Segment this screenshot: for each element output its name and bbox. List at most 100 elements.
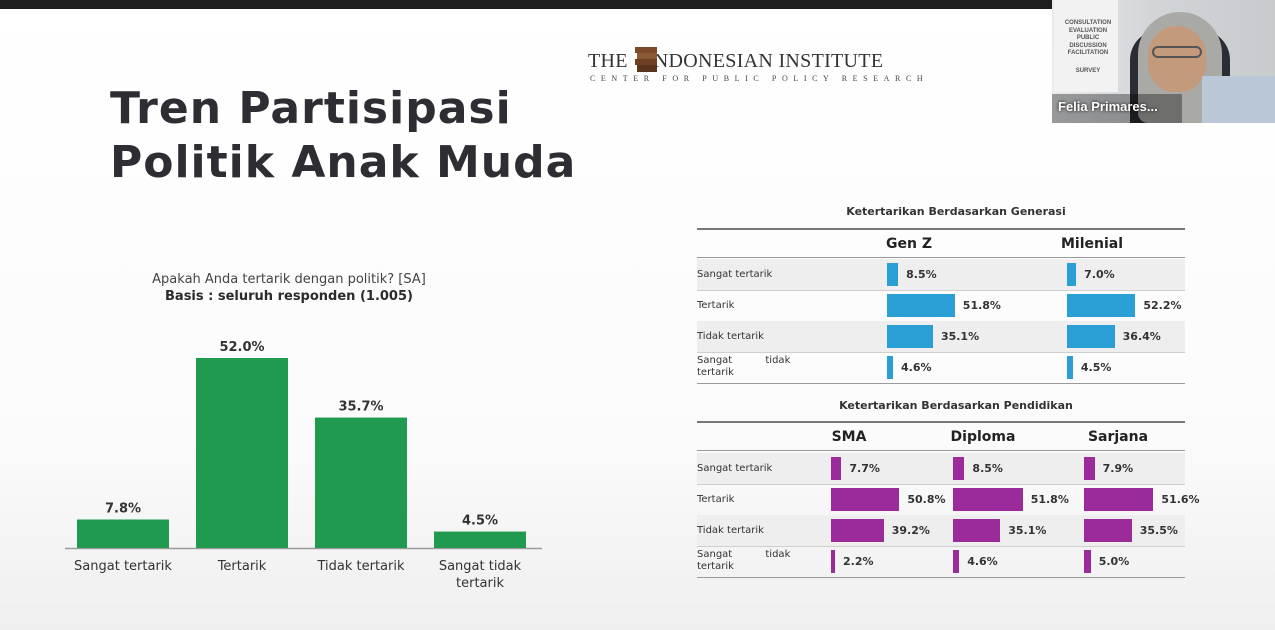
banner-text: CONSULTATION EVALUATION PUBLIC DISCUSSIO… <box>1064 20 1112 74</box>
cell-value-2-1: 36.4% <box>1122 330 1161 343</box>
column-header-1: Milenial <box>1060 236 1124 252</box>
column-header-0: SMA <box>831 429 867 445</box>
data-label-0: 7.8% <box>105 502 141 517</box>
category-label-3-line-1: tertarik <box>456 576 504 591</box>
row-shade-0 <box>697 453 1185 484</box>
cell-bar-0-1 <box>953 457 965 480</box>
data-label-2: 35.7% <box>338 400 383 415</box>
cell-bar-3-0 <box>887 356 894 379</box>
cell-value-2-1: 35.1% <box>1008 524 1047 537</box>
data-label-1: 52.0% <box>219 340 264 355</box>
cell-bar-0-0 <box>887 263 899 286</box>
cell-value-3-0: 4.6% <box>901 361 932 374</box>
logo-wordmark: THE NDONESIAN INSTITUTE <box>588 50 883 73</box>
cell-bar-1-2 <box>1084 488 1154 511</box>
chart-basis: Basis : seluruh responden (1.005) <box>165 289 413 304</box>
name-label-background <box>1052 94 1182 123</box>
cell-bar-0-2 <box>1084 457 1095 480</box>
top-bar <box>0 0 1275 9</box>
bar-chart: 7.8% Sangat tertarik 52.0% Tertarik 35.7% Tid… <box>65 340 542 591</box>
cell-value-2-0: 39.2% <box>891 524 930 537</box>
row-label-0: Sangat tertarik <box>697 463 773 474</box>
cell-value-3-0: 2.2% <box>843 555 874 568</box>
row-label-2: Tidak tertarik <box>697 331 764 342</box>
header-rule <box>697 450 1185 451</box>
row-label-3: Sangat tidak tertarik <box>697 355 797 379</box>
row-label-3-line-0: Sangat tidak <box>697 549 791 560</box>
cell-bar-3-1 <box>953 550 960 573</box>
table-top-rule <box>697 228 1185 230</box>
slide-title: Tren Partisipasi Politik Anak Muda <box>110 82 576 190</box>
category-label-2: Tidak tertarik <box>316 559 404 574</box>
cell-value-1-1: 52.2% <box>1143 299 1182 312</box>
logo-subtitle: CENTER FOR PUBLIC POLICY RESEARCH <box>590 74 929 83</box>
cell-bar-0-1 <box>1067 263 1077 286</box>
row-label-1: Tertarik <box>697 300 735 311</box>
background-banner: CONSULTATION EVALUATION PUBLIC DISCUSSIO… <box>1054 0 1118 92</box>
row-label-0: Sangat tertarik <box>697 269 773 280</box>
row-shade-0 <box>697 259 1185 290</box>
header-rule <box>697 257 1185 258</box>
cell-bar-2-1 <box>953 519 1001 542</box>
institute-logo: THE NDONESIAN INSTITUTE CENTER FOR PUBLIC… <box>588 44 923 86</box>
table-bottom-rule <box>697 383 1185 384</box>
cell-value-0-1: 8.5% <box>972 462 1003 475</box>
row-label-3-line-1: tertarik <box>697 561 734 572</box>
chart-question: Apakah Anda tertarik dengan politik? [SA… <box>152 272 426 287</box>
cell-bar-2-0 <box>887 325 933 348</box>
column-header-1: Diploma <box>950 429 1016 445</box>
row-label-1: Tertarik <box>697 494 735 505</box>
cell-bar-1-0 <box>887 294 955 317</box>
glasses <box>1152 46 1202 58</box>
cell-bar-3-2 <box>1084 550 1091 573</box>
participant-face <box>1148 26 1206 92</box>
cell-value-3-2: 5.0% <box>1098 555 1130 568</box>
cell-value-2-0: 35.1% <box>940 330 980 343</box>
education-table-title: Ketertarikan Berdasarkan Pendidikan <box>839 399 1073 412</box>
cell-value-2-2: 35.5% <box>1139 524 1178 537</box>
column-header-2: Sarjana <box>1087 429 1149 445</box>
table-bottom-rule <box>697 577 1185 578</box>
cell-bar-2-0 <box>831 519 884 542</box>
cell-value-1-0: 51.8% <box>962 299 1001 312</box>
category-label-0: Sangat tertarik <box>74 559 172 574</box>
row-rule-2 <box>697 352 1185 353</box>
data-label-3: 4.5% <box>462 514 498 529</box>
category-label-3-line-0: Sangat tidak <box>439 559 522 574</box>
row-rule-0 <box>697 290 1185 291</box>
slide-title-line-1: Tren Partisipasi <box>110 83 512 134</box>
cell-bar-1-1 <box>1067 294 1136 317</box>
generation-table: Gen Z Milenial Sangat tertarik 8.5% 7.0% Tert… <box>697 228 1185 388</box>
bar-2 <box>315 417 407 548</box>
cell-value-3-1: 4.6% <box>967 555 998 568</box>
column-header-0: Gen Z <box>886 236 932 252</box>
cell-value-0-0: 8.5% <box>906 268 937 281</box>
slide-title-line-2: Politik Anak Muda <box>110 137 577 188</box>
row-rule-0 <box>697 484 1185 485</box>
cell-bar-3-1 <box>1067 356 1073 379</box>
bar-0 <box>77 519 169 548</box>
cell-value-0-2: 7.9% <box>1102 462 1134 475</box>
bar-3 <box>434 531 526 548</box>
category-label-1: Tertarik <box>217 559 267 574</box>
row-label-3: Sangat tidak tertarik <box>697 549 797 573</box>
cell-value-1-2: 51.6% <box>1161 493 1200 506</box>
cell-value-0-0: 7.7% <box>849 462 880 475</box>
logo-text-right: NDONESIAN INSTITUTE <box>653 50 884 72</box>
cell-value-1-0: 50.8% <box>907 493 946 506</box>
cell-value-0-1: 7.0% <box>1084 268 1115 281</box>
cell-bar-2-2 <box>1084 519 1132 542</box>
cell-bar-2-1 <box>1067 325 1115 348</box>
books-icon <box>635 47 657 72</box>
row-rule-2 <box>697 546 1185 547</box>
cell-bar-1-0 <box>831 488 900 511</box>
logo-text-left: THE <box>588 50 628 72</box>
cell-value-3-1: 4.5% <box>1080 361 1112 374</box>
bar-1 <box>196 358 288 548</box>
participant-video-tile[interactable]: CONSULTATION EVALUATION PUBLIC DISCUSSIO… <box>1052 0 1275 123</box>
table-top-rule <box>697 421 1185 423</box>
participant-name: Felia Primares... <box>1058 99 1158 114</box>
generation-table-title: Ketertarikan Berdasarkan Generasi <box>846 205 1066 218</box>
cell-bar-1-1 <box>953 488 1023 511</box>
education-table: SMA Diploma Sarjana Sangat tertarik 7.7% 8.5%… <box>697 421 1200 581</box>
